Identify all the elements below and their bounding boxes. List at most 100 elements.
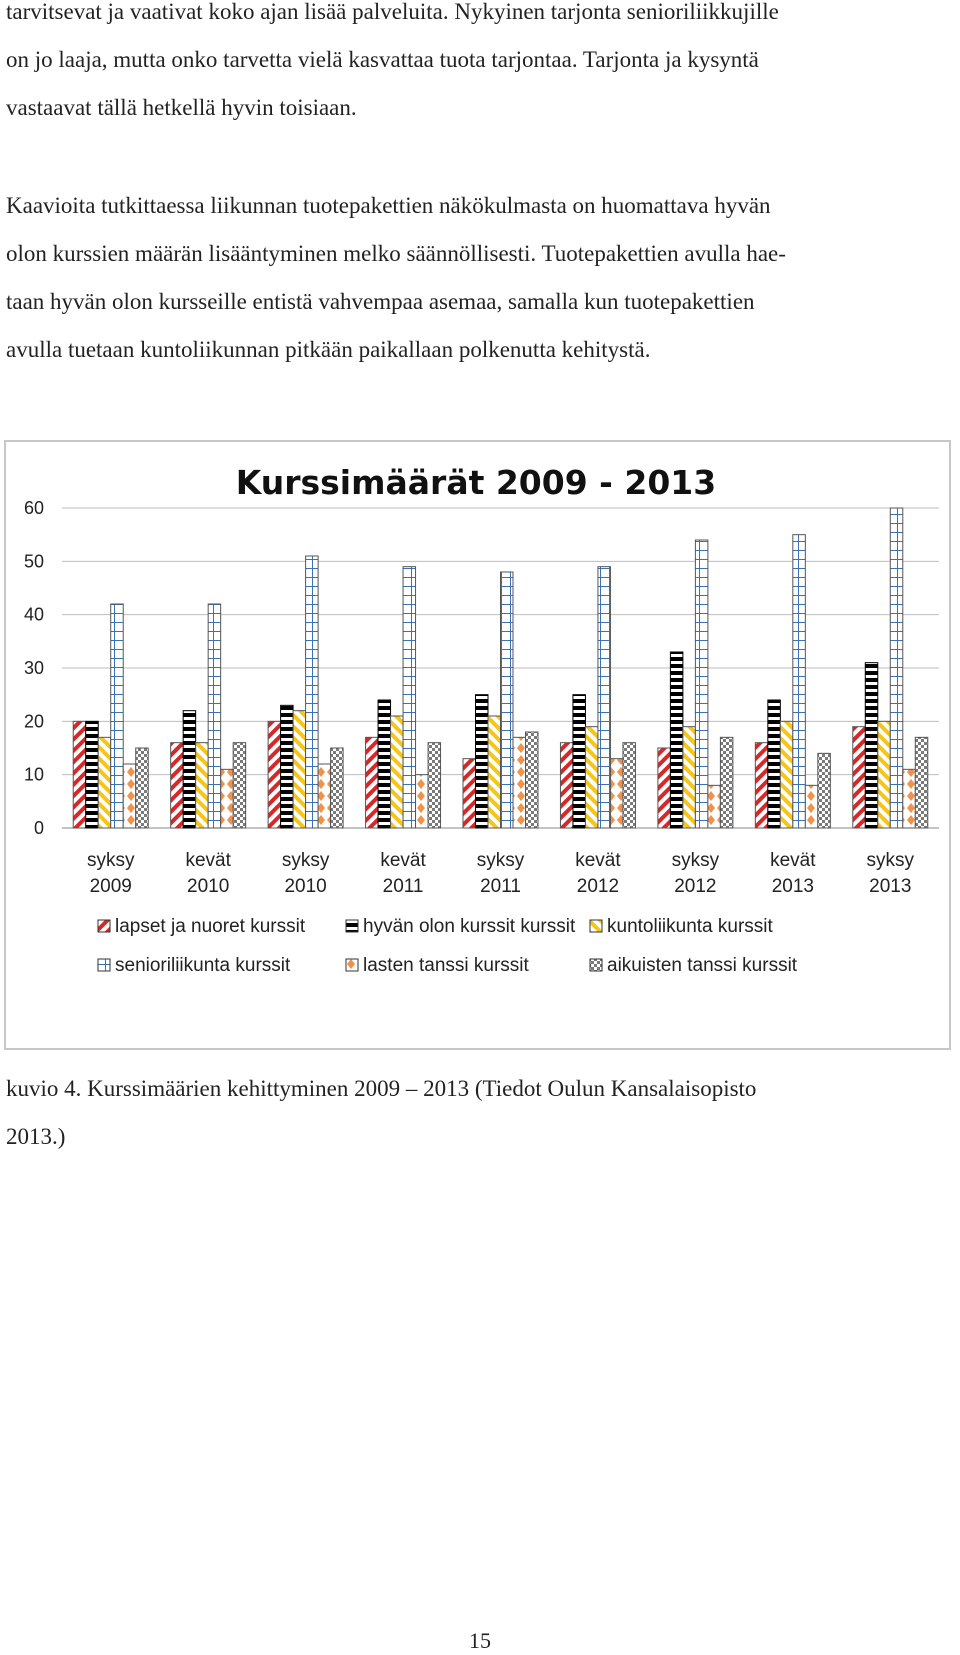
bar-orange-diamonds — [707, 784, 721, 829]
legend-swatch — [589, 919, 603, 933]
bar-blue-grid — [792, 534, 806, 829]
legend-label: hyvän olon kurssit kurssit — [363, 916, 576, 937]
bar-yellow-stripes — [779, 720, 794, 829]
page-number: 15 — [469, 1628, 491, 1653]
x-tick-label: kevät — [380, 850, 426, 871]
bar-black-ladder — [864, 662, 879, 829]
bar-gray-checks — [135, 747, 149, 829]
bar-red-stripes — [657, 747, 671, 829]
bar-blue-grid — [597, 566, 611, 829]
bar-orange-diamonds — [317, 763, 332, 829]
text-line: avulla tuetaan kuntoliikunnan pitkään pa… — [6, 337, 651, 362]
caption-line: 2013.) — [6, 1124, 66, 1149]
bar-yellow-stripes — [487, 715, 501, 829]
bar-blue-grid — [110, 603, 124, 829]
legend-swatch — [345, 958, 359, 972]
bar-orange-diamonds — [220, 768, 234, 829]
y-tick-label: 30 — [24, 658, 44, 678]
x-axis-labels: syksy 2009 kevät 2010 syksy 2010 kevät 2011 syks… — [87, 850, 915, 897]
bar-gray-checks — [914, 736, 929, 829]
bar-red-stripes — [170, 742, 184, 829]
x-tick-label: kevät — [575, 850, 621, 871]
figure-caption: kuvio 4. Kurssimäärien kehittyminen 2009… — [6, 1065, 946, 1161]
bar-yellow-stripes — [390, 715, 404, 829]
bar-orange-diamonds — [512, 736, 526, 829]
y-tick-label: 40 — [24, 605, 44, 625]
chart-container: Kurssimäärät 2009 - 2013 0 10 20 30 40 50 60 s… — [4, 440, 951, 1050]
legend-label: kuntoliikunta kurssit — [607, 916, 774, 937]
caption-line: kuvio 4. Kurssimäärien kehittyminen 2009… — [6, 1076, 757, 1101]
bar-blue-grid — [402, 566, 417, 829]
bar-blue-grid — [207, 603, 222, 829]
bar-red-stripes — [754, 742, 769, 829]
bar-red-stripes — [365, 736, 379, 829]
x-tick-label: 2011 — [383, 876, 424, 897]
bar-orange-diamonds — [609, 758, 624, 829]
text-line: olon kurssien määrän lisääntyminen melko… — [6, 241, 786, 266]
bar-orange-diamonds — [804, 784, 819, 829]
legend-label: senioriliikunta kurssit — [115, 955, 291, 976]
bar-gray-checks — [719, 736, 734, 829]
legend: lapset ja nuoret kurssit hyvän olon kurss… — [97, 916, 798, 976]
x-tick-label: syksy — [867, 850, 915, 871]
x-tick-label: 2013 — [869, 876, 911, 897]
legend-label: lapset ja nuoret kurssit — [115, 916, 306, 937]
bar-yellow-stripes — [584, 726, 599, 829]
bar-blue-grid — [694, 539, 709, 829]
bar-red-stripes — [462, 758, 476, 829]
x-tick-label: 2012 — [674, 876, 716, 897]
x-tick-label: syksy — [282, 850, 330, 871]
bar-blue-grid — [305, 555, 319, 829]
y-tick-label: 50 — [24, 551, 44, 571]
bar-gray-checks — [525, 731, 539, 829]
bar-black-ladder — [475, 694, 489, 829]
text-line: Kaavioita tutkittaessa liikunnan tuotepa… — [6, 193, 771, 218]
body-paragraph-2: Kaavioita tutkittaessa liikunnan tuotepa… — [6, 182, 946, 374]
bar-yellow-stripes — [682, 726, 696, 829]
bar-gray-checks — [817, 752, 831, 829]
bar-yellow-stripes — [877, 720, 891, 829]
bar-black-ladder — [377, 699, 392, 829]
text-line: on jo laaja, mutta onko tarvetta vielä k… — [6, 47, 759, 72]
text-line: taan hyvän olon kursseille entistä vahve… — [6, 289, 755, 314]
bar-black-ladder — [572, 694, 586, 829]
x-tick-label: 2011 — [480, 876, 521, 897]
x-tick-label: 2013 — [772, 876, 814, 897]
bar-yellow-stripes — [195, 742, 209, 829]
bar-orange-diamonds — [415, 774, 429, 829]
bar-black-ladder — [182, 710, 197, 829]
y-tick-label: 60 — [24, 498, 44, 518]
bar-blue-grid — [889, 507, 904, 829]
legend-swatch — [589, 958, 603, 972]
legend-swatch — [97, 958, 111, 972]
bar-red-stripes — [72, 720, 87, 829]
x-tick-label: kevät — [770, 850, 816, 871]
legend-swatch — [345, 919, 359, 933]
bar-red-stripes — [267, 720, 282, 829]
bar-black-ladder — [767, 699, 781, 829]
x-tick-label: 2012 — [577, 876, 619, 897]
bar-gray-checks — [427, 742, 442, 829]
bar-red-stripes — [852, 726, 866, 829]
text-line: vastaavat tällä hetkellä hyvin toisiaan. — [6, 95, 357, 120]
x-tick-label: kevät — [185, 850, 231, 871]
legend-label: aikuisten tanssi kurssit — [607, 955, 798, 976]
y-axis-labels: 0 10 20 30 40 50 60 — [24, 498, 44, 838]
body-paragraph-1: tarvitsevat ja vaativat koko ajan lisää … — [6, 0, 946, 132]
bar-yellow-stripes — [97, 736, 112, 829]
bar-black-ladder — [669, 651, 684, 829]
chart-title: Kurssimäärät 2009 - 2013 — [236, 463, 716, 502]
bar-gray-checks — [622, 742, 636, 829]
x-tick-label: 2009 — [90, 876, 132, 897]
x-tick-label: syksy — [87, 850, 135, 871]
x-tick-label: syksy — [672, 850, 720, 871]
bar-blue-grid — [500, 571, 514, 829]
x-tick-label: 2010 — [187, 876, 229, 897]
bar-yellow-stripes — [292, 710, 307, 829]
y-tick-label: 20 — [24, 711, 44, 731]
legend-label: lasten tanssi kurssit — [363, 955, 530, 976]
x-tick-label: 2010 — [284, 876, 326, 897]
bar-chart: Kurssimäärät 2009 - 2013 0 10 20 30 40 50 60 s… — [24, 463, 939, 976]
y-tick-label: 0 — [34, 818, 44, 838]
